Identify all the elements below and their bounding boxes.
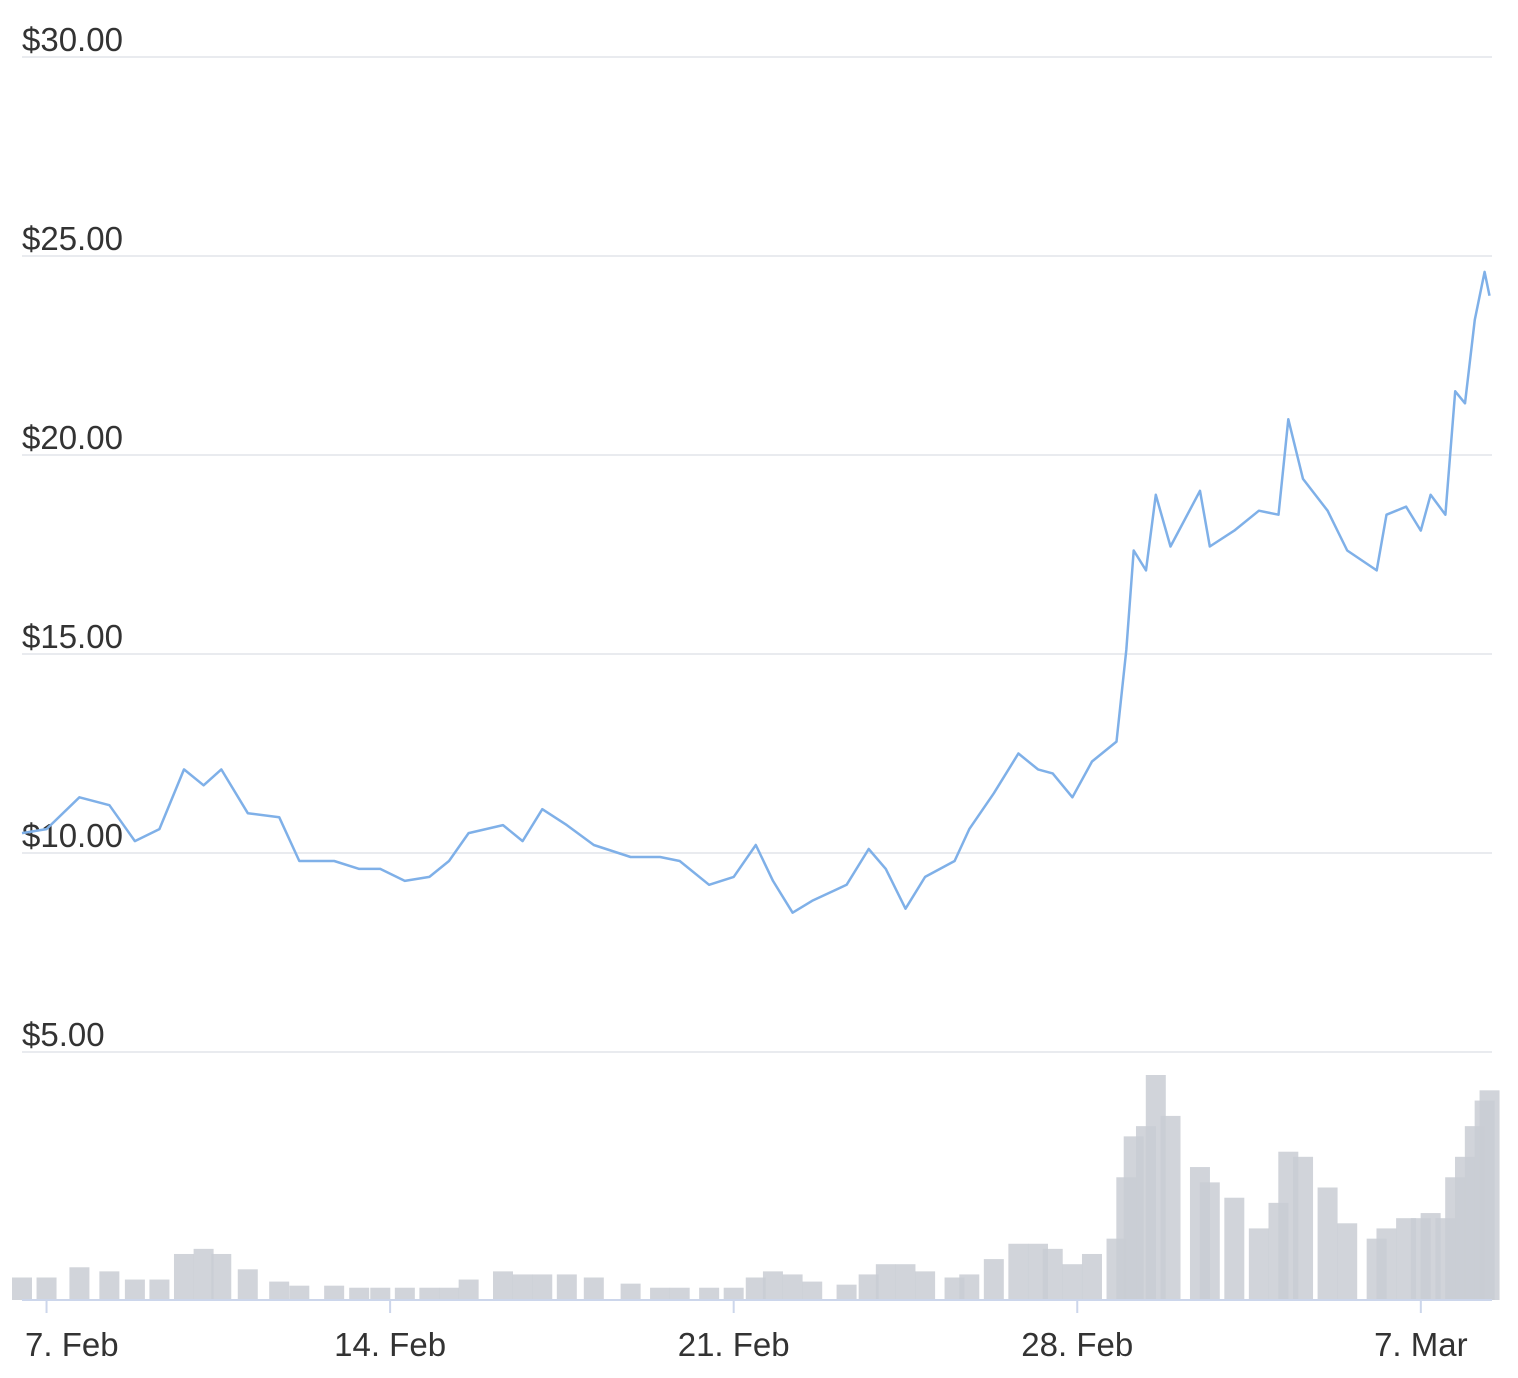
volume-bar — [1081, 1253, 1102, 1300]
y-tick-label: $10.00 — [22, 817, 123, 854]
volume-bar — [173, 1253, 194, 1300]
volume-bar — [1008, 1243, 1029, 1300]
volume-bar — [895, 1264, 916, 1300]
volume-bar — [959, 1274, 980, 1300]
volume-bar — [512, 1274, 533, 1300]
volume-bar — [289, 1285, 310, 1300]
volume-bar — [1479, 1090, 1500, 1300]
volume-bar — [1224, 1197, 1245, 1300]
volume-bar — [556, 1274, 577, 1300]
volume-bar — [915, 1271, 936, 1300]
y-tick-label: $15.00 — [22, 618, 123, 655]
y-tick-label: $5.00 — [22, 1016, 105, 1053]
volume-bar — [745, 1277, 766, 1300]
volume-bar — [349, 1287, 370, 1300]
volume-bar — [493, 1271, 514, 1300]
y-tick-label: $30.00 — [22, 21, 123, 58]
volume-bar — [237, 1269, 258, 1300]
volume-bar — [1160, 1115, 1181, 1300]
volume-bar — [836, 1284, 857, 1300]
volume-bar — [1062, 1264, 1083, 1300]
volume-bar — [1042, 1248, 1063, 1300]
volume-bar — [1248, 1228, 1269, 1300]
y-tick-label: $25.00 — [22, 220, 123, 257]
volume-bar — [149, 1279, 170, 1300]
volume-bar — [1337, 1223, 1358, 1300]
volume-bar — [193, 1248, 214, 1300]
volume-bar — [324, 1285, 345, 1300]
volume-bar — [1199, 1182, 1220, 1300]
volume-bar — [99, 1271, 120, 1300]
volume-bar — [269, 1281, 290, 1300]
volume-bar — [1317, 1187, 1338, 1300]
volume-bar — [458, 1279, 479, 1300]
volume-bar — [1293, 1156, 1314, 1300]
volume-bar — [723, 1287, 744, 1300]
volume-bar — [439, 1287, 460, 1300]
volume-bar — [532, 1274, 553, 1300]
volume-bar — [394, 1287, 415, 1300]
volume-bar — [762, 1271, 783, 1300]
price-line — [21, 270, 1491, 914]
volume-bar — [419, 1287, 440, 1300]
volume-bar — [782, 1274, 803, 1300]
volume-bar — [1376, 1228, 1397, 1300]
volume-bar — [858, 1274, 879, 1300]
x-tick-label: 7. Mar — [1374, 1326, 1468, 1363]
volume-bar — [875, 1264, 896, 1300]
volume-bar — [124, 1279, 145, 1300]
volume-bar — [12, 1277, 32, 1300]
volume-bar — [669, 1287, 690, 1300]
x-tick-label: 28. Feb — [1021, 1326, 1133, 1363]
volume-bar — [69, 1267, 90, 1300]
x-tick-label: 7. Feb — [25, 1326, 119, 1363]
volume-bar — [211, 1253, 232, 1300]
x-tick-label: 14. Feb — [334, 1326, 446, 1363]
volume-bar — [650, 1287, 671, 1300]
volume-bar — [620, 1283, 641, 1300]
volume-bar — [699, 1287, 720, 1300]
volume-bar — [983, 1259, 1004, 1300]
volume-bar — [802, 1281, 823, 1300]
y-tick-label: $20.00 — [22, 419, 123, 456]
volume-bar — [583, 1277, 604, 1300]
volume-bar — [370, 1287, 391, 1300]
x-tick-label: 21. Feb — [678, 1326, 790, 1363]
volume-bar — [36, 1277, 57, 1300]
